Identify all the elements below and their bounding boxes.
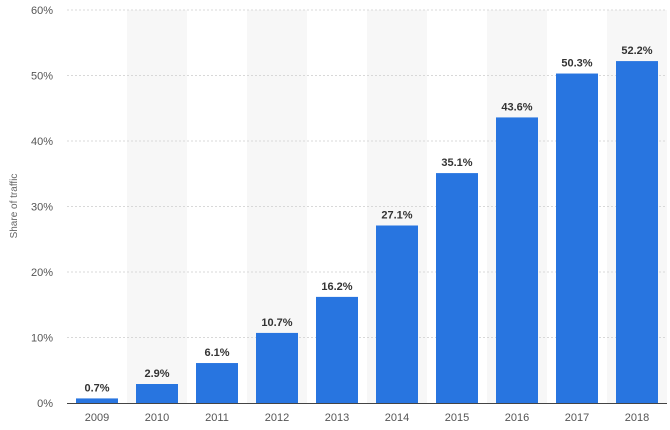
x-tick-label: 2014 — [385, 412, 409, 424]
x-tick-label: 2010 — [145, 412, 169, 424]
y-axis-title: Share of traffic — [9, 174, 20, 239]
y-tick-label: 60% — [31, 5, 53, 17]
data-labels: 0.7% 2.9% 6.1% 10.7% 16.2% 27.1% 35.1% 43.6% 50.… — [84, 45, 652, 394]
y-tick-label: 30% — [31, 202, 53, 214]
data-label: 10.7% — [261, 317, 292, 329]
bar-2009 — [76, 398, 118, 403]
data-label: 35.1% — [441, 157, 472, 169]
y-tick-label: 10% — [31, 333, 53, 345]
y-axis-ticks: 0% 10% 20% 30% 40% 50% 60% — [31, 5, 53, 410]
y-tick-label: 20% — [31, 267, 53, 279]
x-tick-label: 2012 — [265, 412, 289, 424]
x-tick-label: 2009 — [85, 412, 109, 424]
x-axis-ticks: 2009 2010 2011 2012 2013 2014 2015 2016 2017 2018 — [85, 412, 649, 424]
x-tick-label: 2013 — [325, 412, 349, 424]
x-tick-label: 2016 — [505, 412, 529, 424]
bars — [76, 61, 658, 404]
bar-2015 — [436, 173, 478, 403]
x-tick-label: 2017 — [565, 412, 589, 424]
data-label: 43.6% — [501, 101, 532, 113]
y-tick-label: 50% — [31, 71, 53, 83]
x-tick-label: 2015 — [445, 412, 469, 424]
bar-2016 — [496, 117, 538, 404]
data-label: 27.1% — [381, 209, 412, 221]
data-label: 50.3% — [561, 58, 592, 70]
data-label: 0.7% — [84, 382, 109, 394]
bar-2018 — [616, 61, 658, 404]
data-label: 2.9% — [144, 368, 169, 380]
bar-2011 — [196, 363, 238, 403]
bar-2013 — [316, 296, 358, 403]
data-label: 16.2% — [321, 281, 352, 293]
bar-2014 — [376, 225, 418, 403]
x-tick-label: 2018 — [625, 412, 649, 424]
y-tick-label: 0% — [37, 398, 53, 410]
data-label: 6.1% — [204, 347, 229, 359]
data-label: 52.2% — [621, 45, 652, 57]
bar-2017 — [556, 73, 598, 403]
x-tick-label: 2011 — [205, 412, 229, 424]
bar-2012 — [256, 332, 298, 403]
y-tick-label: 40% — [31, 136, 53, 148]
bar-2010 — [136, 384, 178, 403]
